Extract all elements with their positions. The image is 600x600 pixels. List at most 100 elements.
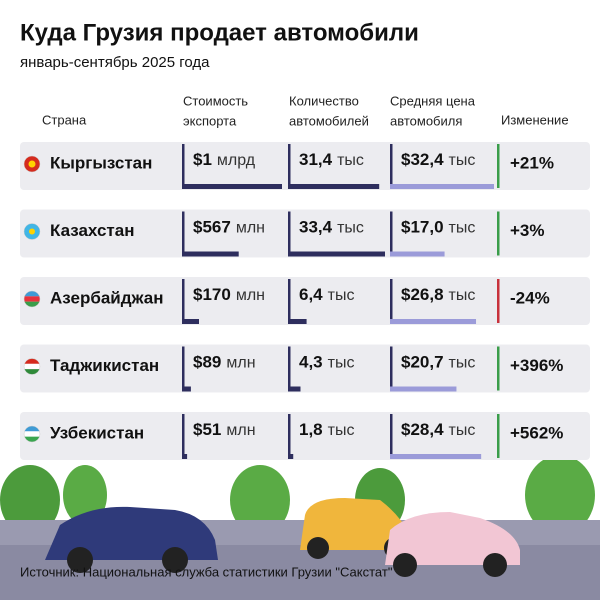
cell-value: 4,3 тыс	[299, 353, 354, 372]
flag-stripe	[24, 426, 40, 432]
value-bar	[288, 251, 385, 257]
cell-divider	[390, 414, 393, 458]
column-header: Изменение	[501, 112, 569, 127]
unit: тыс	[449, 220, 476, 237]
unit: тыс	[449, 152, 476, 169]
column-header: экспорта	[183, 113, 237, 128]
flag-stripe	[24, 436, 40, 442]
amount: $17,0	[401, 218, 444, 237]
change-value: +3%	[510, 221, 545, 240]
cell-divider	[182, 346, 185, 391]
flag	[24, 291, 40, 307]
row-background	[20, 142, 590, 190]
change-value: +562%	[510, 423, 563, 442]
cell-divider	[288, 279, 291, 323]
subtitle: январь-сентябрь 2025 года	[20, 54, 210, 71]
cell-divider	[288, 346, 291, 391]
flag	[24, 358, 40, 375]
scenery	[0, 455, 600, 600]
value-bar	[390, 184, 494, 189]
flag-border	[23, 155, 41, 173]
value-bar	[182, 184, 282, 189]
flag-stripe	[24, 301, 40, 307]
change-indicator	[497, 279, 500, 323]
flag-stripe	[24, 358, 40, 364]
cell-value: 33,4 тыс	[299, 218, 364, 237]
value-bar	[288, 184, 380, 189]
cell-value: $567 млн	[193, 218, 265, 237]
change-indicator	[497, 211, 500, 256]
cell-value: $28,4 тыс	[401, 420, 475, 439]
value-bar	[182, 319, 199, 324]
value-bar	[288, 454, 294, 459]
flag-border	[23, 290, 41, 308]
amount: $51	[193, 420, 221, 439]
value-bar	[288, 319, 307, 324]
flag-stripe	[24, 291, 40, 297]
amount: $1	[193, 150, 212, 169]
cell-value: $89 млн	[193, 353, 256, 372]
source: Источник: Национальная служба статистики…	[20, 564, 393, 579]
country-name: Узбекистан	[50, 423, 144, 442]
flag-border	[23, 223, 41, 240]
value-bar	[182, 454, 188, 459]
cell-value: $17,0 тыс	[401, 218, 475, 237]
cell-divider	[390, 279, 393, 323]
flag-border	[23, 425, 41, 443]
unit: млн	[236, 287, 265, 304]
amount: $567	[193, 218, 231, 237]
cell-value: 1,8 тыс	[299, 420, 354, 439]
cell-value: $51 млн	[193, 420, 256, 439]
country-name: Таджикистан	[50, 356, 159, 375]
amount: $28,4	[401, 420, 444, 439]
value-bar	[390, 386, 457, 392]
unit: тыс	[449, 287, 476, 304]
change-indicator	[497, 346, 500, 391]
title: Куда Грузия продает автомобили	[20, 19, 419, 46]
row-background	[20, 209, 590, 258]
change-value: +396%	[510, 356, 563, 375]
value-bar	[390, 319, 477, 324]
value-bar	[288, 386, 301, 392]
cell-divider	[182, 144, 185, 188]
flag-emblem	[28, 160, 36, 168]
amount: 33,4	[299, 218, 333, 237]
value-bar	[390, 251, 445, 257]
unit: тыс	[328, 422, 355, 439]
row-background	[20, 277, 590, 325]
amount: 6,4	[299, 285, 323, 304]
column-header: Количество	[289, 93, 359, 108]
cell-divider	[182, 414, 185, 458]
flag-stripe	[24, 363, 40, 370]
column-header: Средняя цена	[390, 93, 476, 108]
value-bar	[182, 386, 191, 392]
unit: тыс	[328, 355, 355, 372]
country-name: Азербайджан	[50, 288, 164, 307]
amount: $26,8	[401, 285, 444, 304]
flag-stripe	[24, 431, 40, 437]
row-background	[20, 344, 590, 393]
amount: $32,4	[401, 150, 444, 169]
cell-divider	[390, 144, 393, 188]
country-name: Кыргызстан	[50, 153, 152, 172]
cell-divider	[288, 414, 291, 458]
flag	[24, 426, 40, 442]
column-header: Стоимость	[183, 93, 248, 108]
cell-value: 31,4 тыс	[299, 150, 364, 169]
amount: 1,8	[299, 420, 323, 439]
value-bar	[182, 251, 239, 257]
amount: 4,3	[299, 353, 323, 372]
cell-value: $32,4 тыс	[401, 150, 475, 169]
cell-divider	[182, 211, 185, 256]
change-indicator	[497, 414, 500, 458]
country-name: Казахстан	[50, 221, 134, 240]
value-bar	[390, 454, 482, 459]
amount: $20,7	[401, 353, 444, 372]
column-header: Страна	[42, 112, 87, 127]
cell-value: $26,8 тыс	[401, 285, 475, 304]
cell-divider	[390, 211, 393, 256]
amount: 31,4	[299, 150, 333, 169]
unit: тыс	[449, 355, 476, 372]
unit: млн	[236, 220, 265, 237]
